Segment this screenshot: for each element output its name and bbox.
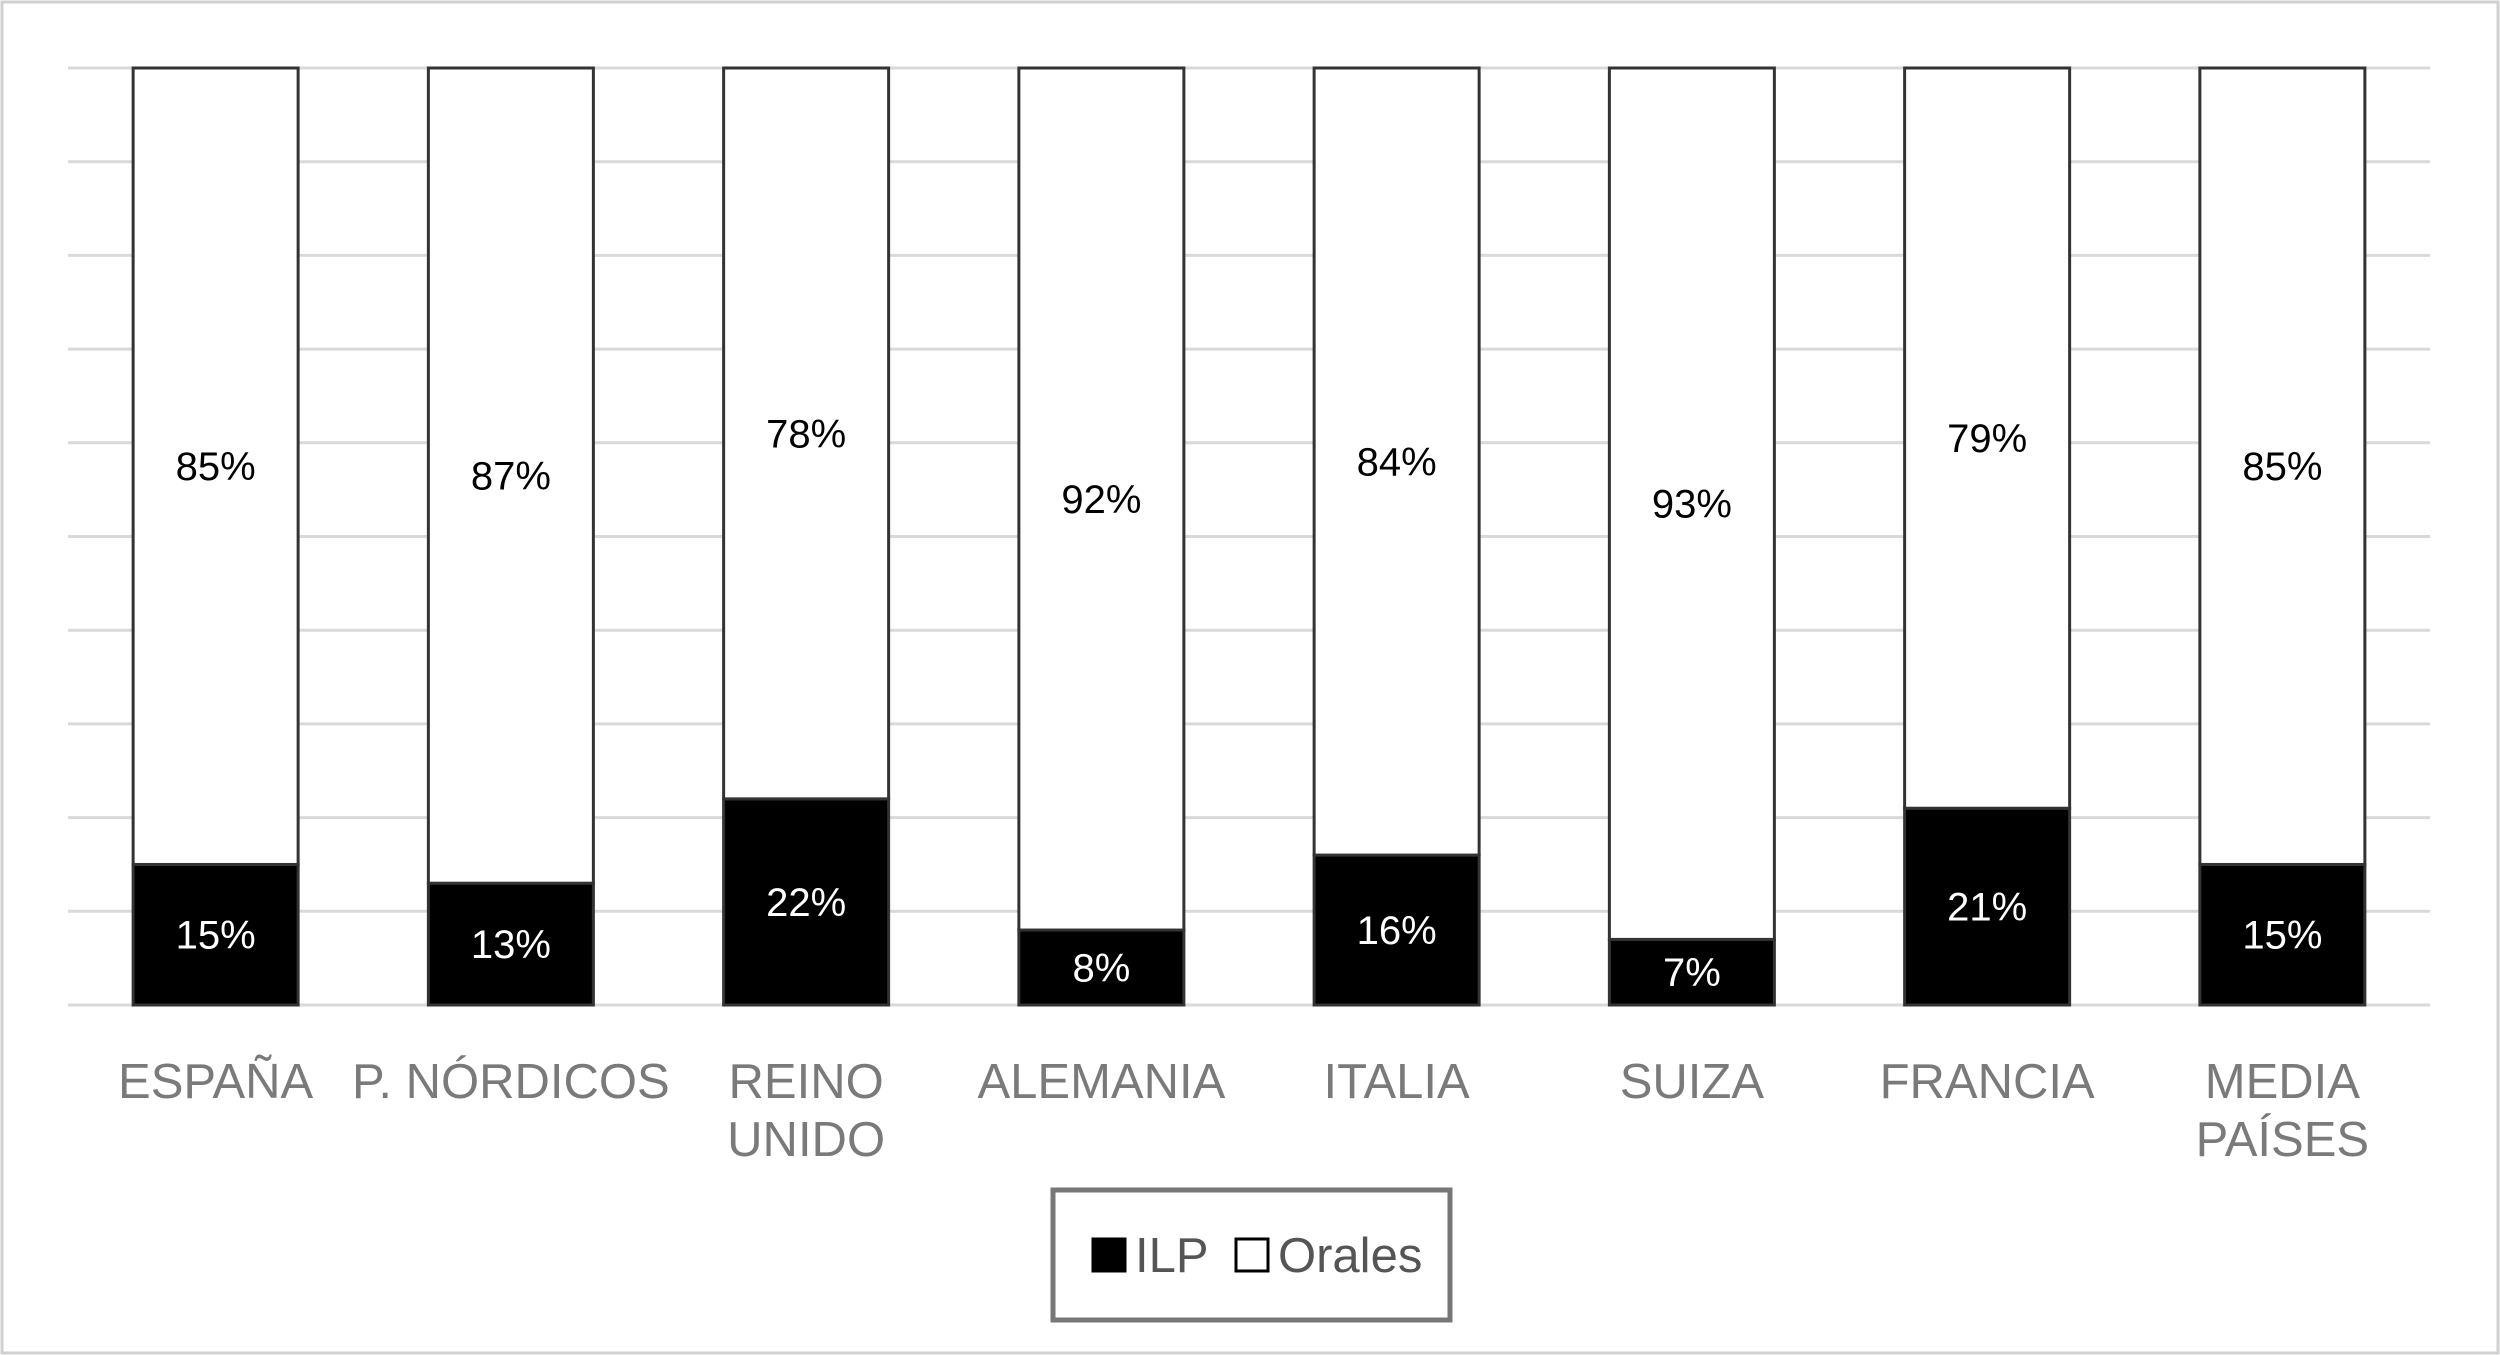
bar-segment-orales [1017, 66, 1186, 932]
bar-segment-orales [1903, 66, 2072, 810]
data-label: 92% [1061, 478, 1141, 522]
category-labels: ESPAÑA P. NÓRDICOS REINO UNIDO ALEMANIA ITALI… [118, 1055, 2369, 1167]
category-label: P. NÓRDICOS [352, 1055, 670, 1109]
bar-segment-ilp [1312, 853, 1481, 1007]
bar-segment-ilp [722, 797, 891, 1007]
bar-segment-orales [1312, 66, 1481, 857]
bars: 15% 85% 13% 87% 22% 78% 8% 92% 16% 84% 7% 93% 21% 79%… [131, 66, 2367, 1007]
bar-segment-ilp [131, 862, 300, 1007]
data-label: 22% [766, 881, 846, 925]
category-label: FRANCIA [1880, 1055, 2095, 1109]
data-label: 15% [2242, 914, 2322, 958]
category-label: ITALIA [1324, 1055, 1470, 1109]
category-label: SUIZA [1620, 1055, 1765, 1109]
category-label: ESPAÑA [118, 1055, 313, 1109]
bar-segment-orales [426, 66, 595, 885]
data-label: 21% [1947, 886, 2027, 930]
data-label: 16% [1357, 909, 1437, 953]
legend-swatch-orales [1234, 1237, 1270, 1273]
data-label: 93% [1652, 483, 1732, 527]
bar-segment-ilp [1607, 937, 1776, 1007]
legend-swatch-ilp [1091, 1237, 1127, 1273]
bar-segment-ilp [426, 881, 595, 1007]
legend-label-ilp: ILP [1135, 1229, 1209, 1283]
category-label: ALEMANIA [977, 1055, 1225, 1109]
bar-segment-ilp [1017, 928, 1186, 1007]
category-label: MEDIA PAÍSES [2196, 1055, 2369, 1167]
bar-segment-ilp [2198, 862, 2367, 1007]
data-label: 84% [1357, 441, 1437, 485]
bar-segment-orales [722, 66, 891, 801]
data-label: 8% [1072, 947, 1130, 991]
legend-label-orales: Orales [1278, 1229, 1422, 1283]
data-label: 78% [766, 412, 846, 456]
data-label: 15% [176, 914, 256, 958]
bar-segment-orales [1607, 66, 1776, 941]
legend: ILP Orales [1050, 1187, 1453, 1323]
bar-segment-orales [2198, 66, 2367, 866]
data-label: 79% [1947, 417, 2027, 461]
category-label: REINO UNIDO [727, 1055, 885, 1167]
bar-segment-orales [131, 66, 300, 866]
data-label: 85% [2242, 445, 2322, 489]
data-label: 7% [1663, 951, 1721, 995]
data-label: 85% [176, 445, 256, 489]
data-label: 13% [471, 923, 551, 967]
data-label: 87% [471, 455, 551, 499]
